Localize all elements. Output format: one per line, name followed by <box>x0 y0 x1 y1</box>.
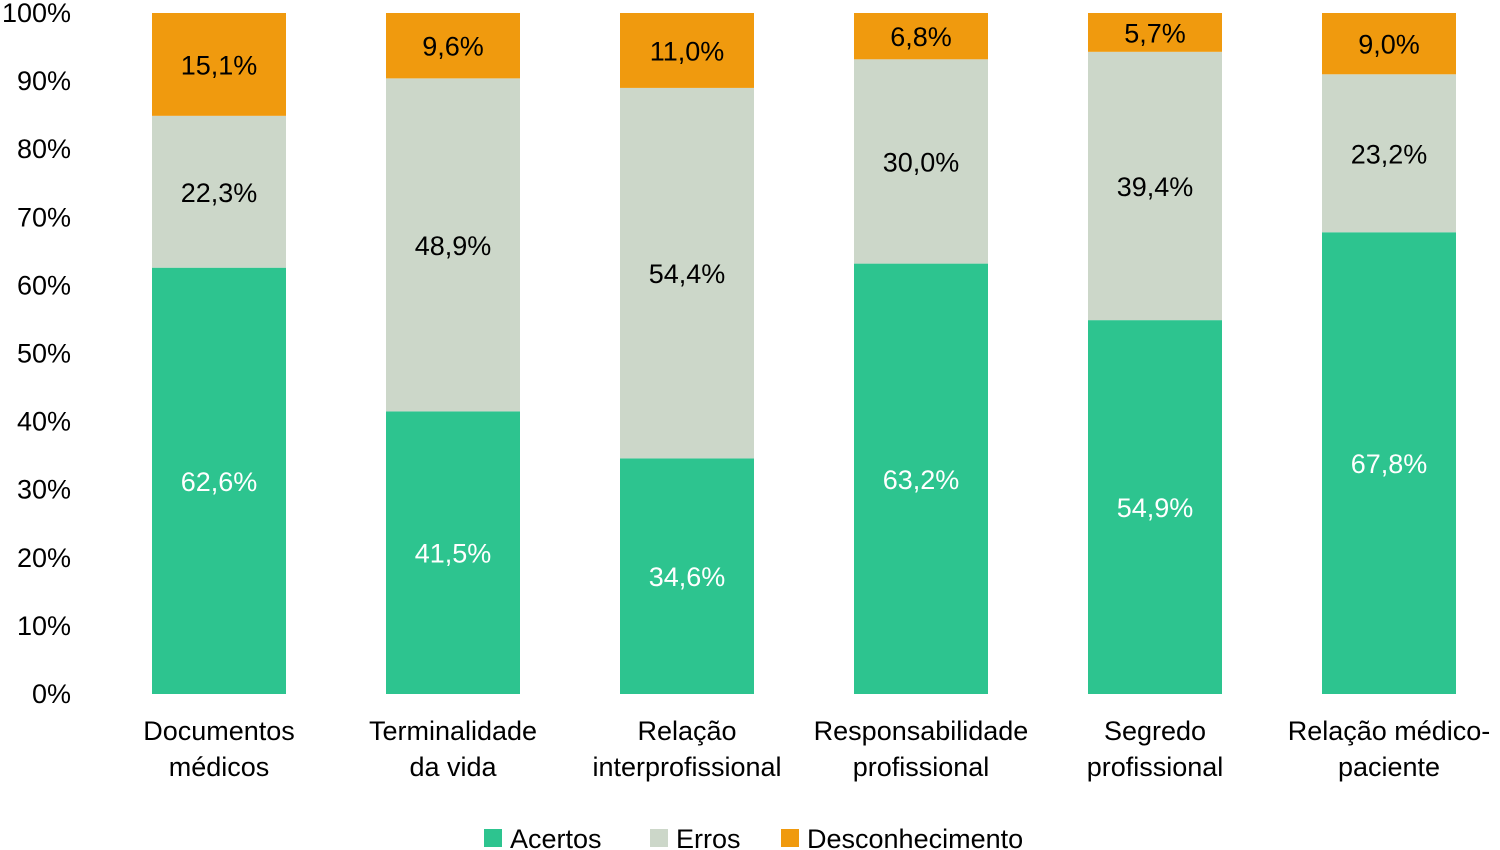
bar-segment-acertos <box>1088 320 1222 694</box>
data-label: 23,2% <box>1351 139 1428 169</box>
bar-segment-desconhecimento <box>386 13 520 79</box>
x-category-label: Relação médico- <box>1288 716 1491 746</box>
y-tick-label: 40% <box>17 407 71 437</box>
y-tick-label: 10% <box>17 611 71 641</box>
bar-segment-desconhecimento <box>620 13 754 88</box>
data-label: 63,2% <box>883 465 960 495</box>
x-category-label: paciente <box>1338 752 1440 782</box>
legend-label: Acertos <box>510 824 602 850</box>
bar-segment-erros <box>620 87 754 459</box>
x-category-label: Relação <box>637 716 736 746</box>
bar-segment-acertos <box>620 458 754 694</box>
data-label: 48,9% <box>415 231 492 261</box>
x-category-label: médicos <box>169 752 270 782</box>
legend-label: Erros <box>676 824 741 850</box>
data-label: 30,0% <box>883 147 960 177</box>
legend-swatch-desconhecimento <box>781 829 799 847</box>
data-label: 54,9% <box>1117 493 1194 523</box>
bar-segment-erros <box>1088 51 1222 321</box>
x-category-label: Terminalidade <box>369 716 537 746</box>
bars: 62,6% 22,3% 15,1% 41,5% 48,9% 9,6% 34,6% 54,4% 1… <box>152 13 1456 695</box>
bar-segment-desconhecimento <box>1322 13 1456 75</box>
bar-segment-desconhecimento <box>1088 13 1222 52</box>
x-category-label: Responsabilidade <box>814 716 1029 746</box>
bar-segment-acertos <box>1322 232 1456 695</box>
x-category-label: Segredo <box>1104 716 1206 746</box>
bar-segment-desconhecimento <box>152 13 286 116</box>
bar-segment-erros <box>854 59 988 264</box>
x-category-label: da vida <box>409 752 497 782</box>
data-label: 6,8% <box>890 22 952 52</box>
y-tick-label: 80% <box>17 134 71 164</box>
y-tick-label: 30% <box>17 475 71 505</box>
x-category-label: profissional <box>1087 752 1224 782</box>
bar-segment-acertos <box>152 267 286 694</box>
y-axis: 0% 10% 20% 30% 40% 50% 60% 70% 80% 90% 100% <box>2 0 71 709</box>
data-label: 67,8% <box>1351 449 1428 479</box>
data-label: 5,7% <box>1124 18 1186 48</box>
legend-swatch-acertos <box>484 829 502 847</box>
y-tick-label: 100% <box>2 0 71 28</box>
data-label: 15,1% <box>181 50 258 80</box>
y-tick-label: 60% <box>17 270 71 300</box>
bar-segment-erros <box>1322 74 1456 233</box>
bar-segment-erros <box>152 115 286 268</box>
bar-segment-erros <box>386 78 520 412</box>
y-tick-label: 0% <box>32 679 71 709</box>
data-label: 22,3% <box>181 178 258 208</box>
bar-segment-acertos <box>386 411 520 694</box>
bar-segment-acertos <box>854 263 988 694</box>
legend-label: Desconhecimento <box>807 824 1023 850</box>
legend-swatch-erros <box>650 829 668 847</box>
x-category-label: interprofissional <box>592 752 781 782</box>
x-axis: Documentos médicos Terminalidade da vida Rel… <box>143 716 1490 782</box>
data-label: 41,5% <box>415 539 492 569</box>
y-tick-label: 90% <box>17 66 71 96</box>
legend: Acertos Erros Desconhecimento <box>484 824 1023 850</box>
data-label: 9,0% <box>1358 30 1420 60</box>
y-tick-label: 50% <box>17 339 71 369</box>
data-label: 54,4% <box>649 259 726 289</box>
x-category-label: profissional <box>853 752 990 782</box>
data-label: 39,4% <box>1117 172 1194 202</box>
data-label: 34,6% <box>649 562 726 592</box>
y-tick-label: 70% <box>17 202 71 232</box>
data-label: 62,6% <box>181 467 258 497</box>
y-tick-label: 20% <box>17 543 71 573</box>
x-category-label: Documentos <box>143 716 295 746</box>
data-label: 9,6% <box>422 32 484 62</box>
data-label: 11,0% <box>650 36 725 66</box>
bar-segment-desconhecimento <box>854 13 988 60</box>
